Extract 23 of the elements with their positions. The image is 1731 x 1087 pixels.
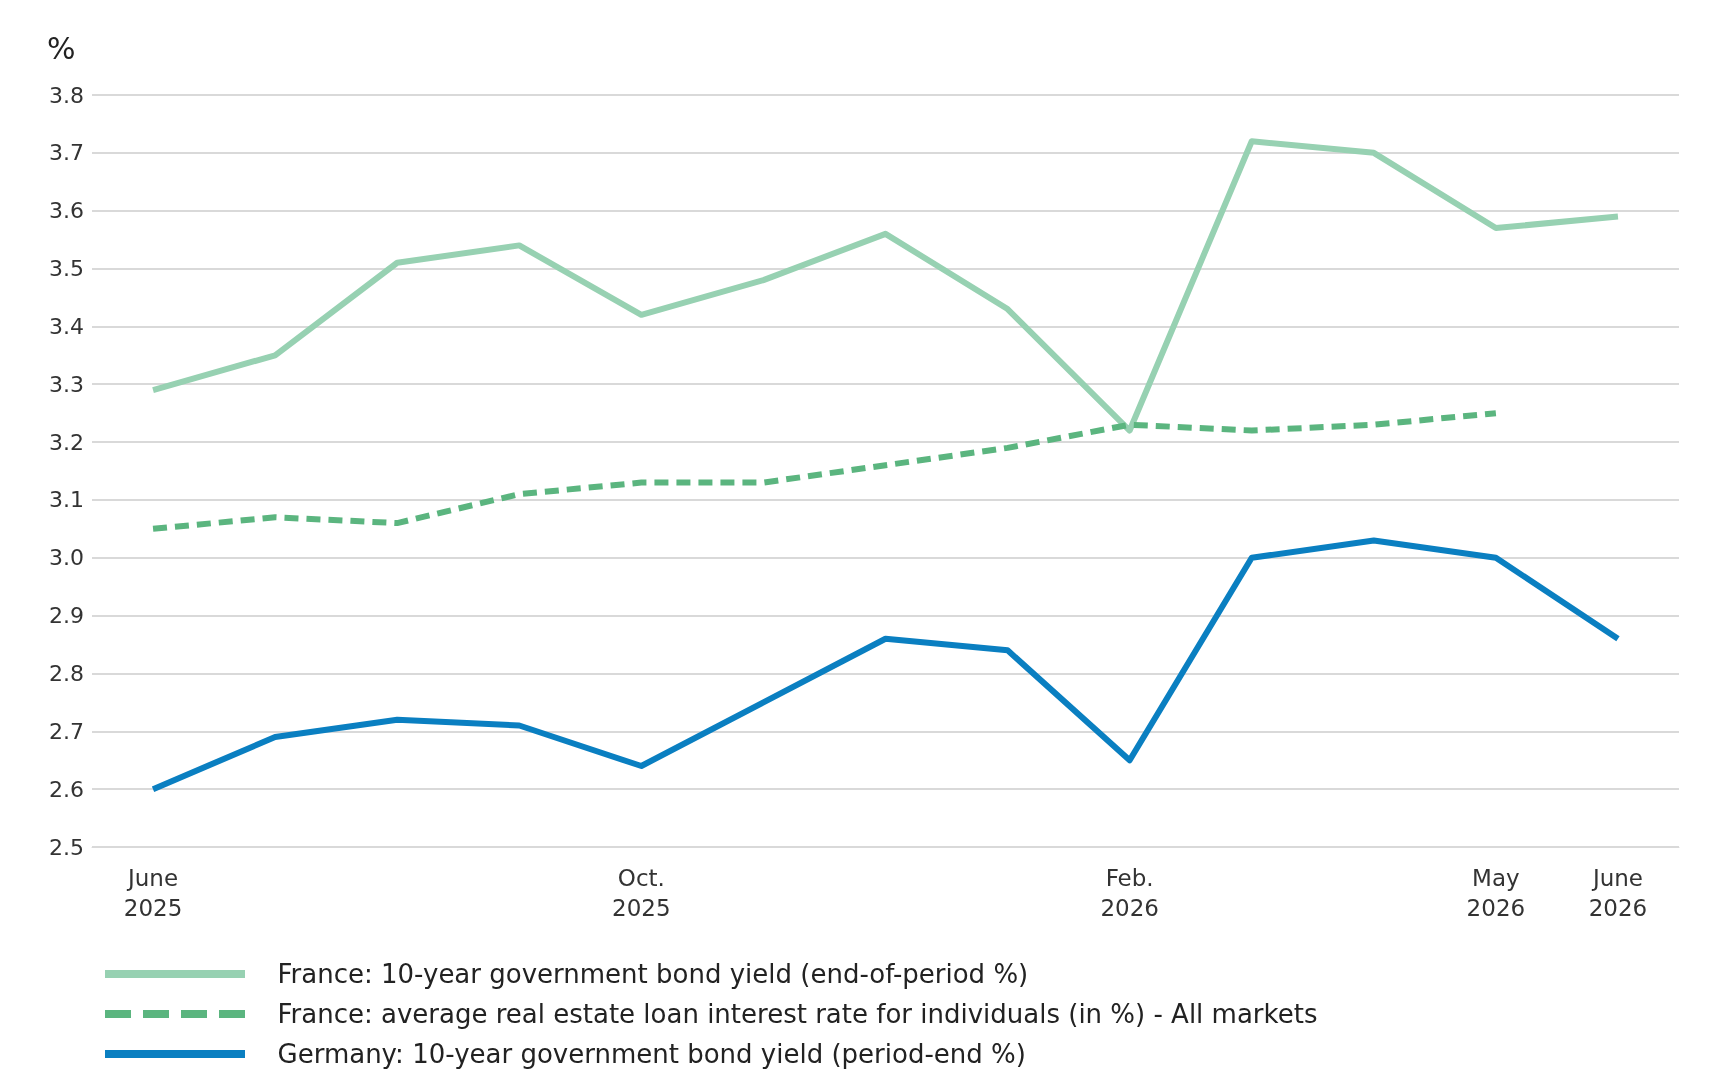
y-tick-label: 3.0: [49, 545, 84, 571]
y-tick-label: 3.2: [49, 429, 84, 455]
y-tick-label: 3.5: [49, 256, 84, 282]
y-tick-label: 3.7: [49, 140, 84, 166]
y-tick-label: 2.7: [49, 718, 84, 744]
y-tick-label: 2.9: [49, 603, 84, 629]
x-tick-label: May 2026: [1466, 865, 1526, 921]
y-tick-label: 2.6: [49, 776, 84, 802]
y-tick-label: 2.8: [49, 660, 84, 686]
legend-label: France: average real estate loan interest rate for individuals (in %) - All markets: [277, 999, 1318, 1029]
legend-label: Germany: 10-year government bond yield (period-end %): [277, 1039, 1026, 1069]
y-tick-label: 3.1: [49, 487, 84, 513]
y-tick-label: 2.5: [49, 834, 84, 860]
x-tick-label: June 2026: [1588, 865, 1648, 921]
y-tick-label: 3.8: [49, 82, 84, 108]
y-axis-title: %: [47, 30, 76, 66]
y-tick-label: 3.4: [49, 313, 84, 339]
legend-label: France: 10-year government bond yield (end-of-period %): [277, 959, 1029, 989]
x-tick-label: Oct. 2025: [612, 865, 671, 921]
y-tick-label: 3.6: [49, 198, 84, 224]
x-tick-label: June 2025: [123, 865, 183, 921]
y-tick-label: 3.3: [49, 371, 84, 397]
x-tick-label: Feb. 2026: [1100, 865, 1159, 921]
